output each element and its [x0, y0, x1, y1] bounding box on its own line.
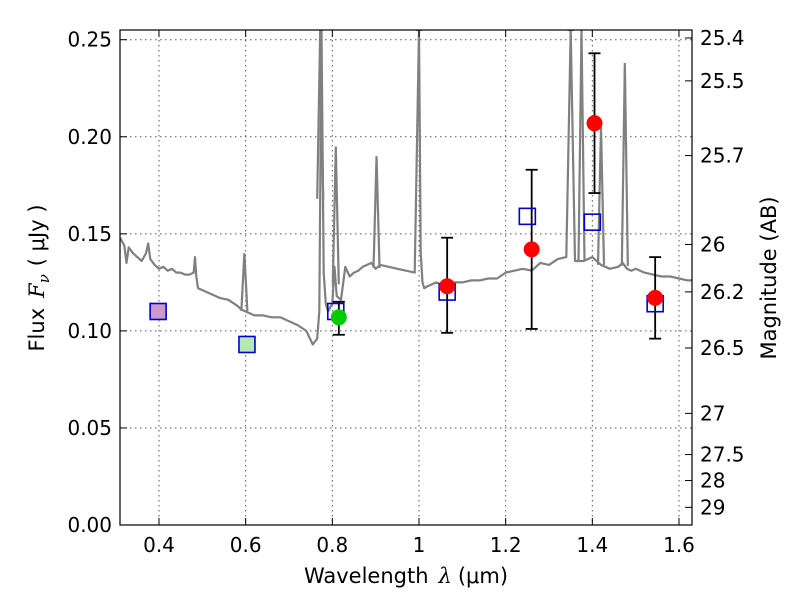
x-tick-label-4: 1.2 [490, 533, 522, 557]
y-tick-label-0: 0.00 [67, 513, 112, 537]
mag-tick-label-9: 29 [700, 495, 725, 519]
mag-tick-label-8: 28 [700, 469, 725, 493]
y-axis-label: FluxFν( μJy ) [25, 204, 53, 351]
y-tick-label-5: 0.25 [67, 28, 112, 52]
grid [120, 30, 692, 525]
model-spectrum [120, 30, 692, 346]
mag-tick-label-1: 25.5 [700, 69, 745, 93]
x-tick-label-0: 0.4 [143, 533, 175, 557]
magnitude-axis-label: Magnitude (AB) [757, 196, 781, 359]
x-tick-label-6: 1.6 [663, 533, 695, 557]
x-tick-label-5: 1.4 [576, 533, 608, 557]
x-tick-label-2: 0.8 [316, 533, 348, 557]
mag-tick-label-7: 27.5 [700, 443, 745, 467]
emission-spike-3 [372, 156, 381, 269]
mag-tick-label-4: 26.2 [700, 280, 745, 304]
x-axis-ticks: 0.4 0.6 0.8 1 1.2 1.4 1.6 [143, 30, 695, 557]
model-point-4 [518, 207, 537, 226]
mag-tick-label-6: 27 [700, 401, 725, 425]
observed-point-1 [439, 278, 456, 295]
emission-spike-8 [620, 62, 629, 266]
y-axis-ticks: 0.00 0.05 0.10 0.15 0.20 0.25 [67, 28, 127, 537]
observed-point-0 [330, 309, 347, 326]
y-tick-label-1: 0.05 [67, 416, 112, 440]
observed-point-2 [523, 241, 540, 258]
observed-point-4 [647, 289, 664, 306]
model-point-5 [583, 213, 602, 231]
plot-frame [119, 29, 693, 526]
emission-spike-6 [577, 30, 586, 262]
mag-tick-label-2: 25.7 [700, 144, 745, 168]
mag-tick-label-5: 26.5 [700, 336, 745, 360]
model-point-0 [149, 302, 167, 321]
observed-flux-points [330, 115, 664, 326]
emission-spike-2 [331, 146, 340, 285]
model-point-1 [238, 335, 256, 354]
emission-spike-1 [316, 30, 325, 199]
x-tick-label-3: 1 [413, 533, 426, 557]
x-axis-label: Wavelength λ (μm) [304, 564, 508, 588]
y-tick-label-3: 0.15 [67, 222, 112, 246]
mag-tick-label-0: 25.4 [700, 26, 745, 50]
error-bars [332, 52, 662, 340]
emission-spike-0 [240, 253, 249, 311]
model-spectrum-line [120, 30, 692, 346]
observed-point-3 [586, 115, 603, 132]
emission-spikes [240, 30, 629, 311]
emission-spike-7 [596, 127, 606, 265]
model-flux-points [149, 207, 664, 354]
y-tick-label-4: 0.20 [67, 125, 112, 149]
x-tick-label-1: 0.6 [230, 533, 262, 557]
y-tick-label-2: 0.10 [67, 319, 112, 343]
mag-tick-label-3: 26 [700, 233, 725, 257]
